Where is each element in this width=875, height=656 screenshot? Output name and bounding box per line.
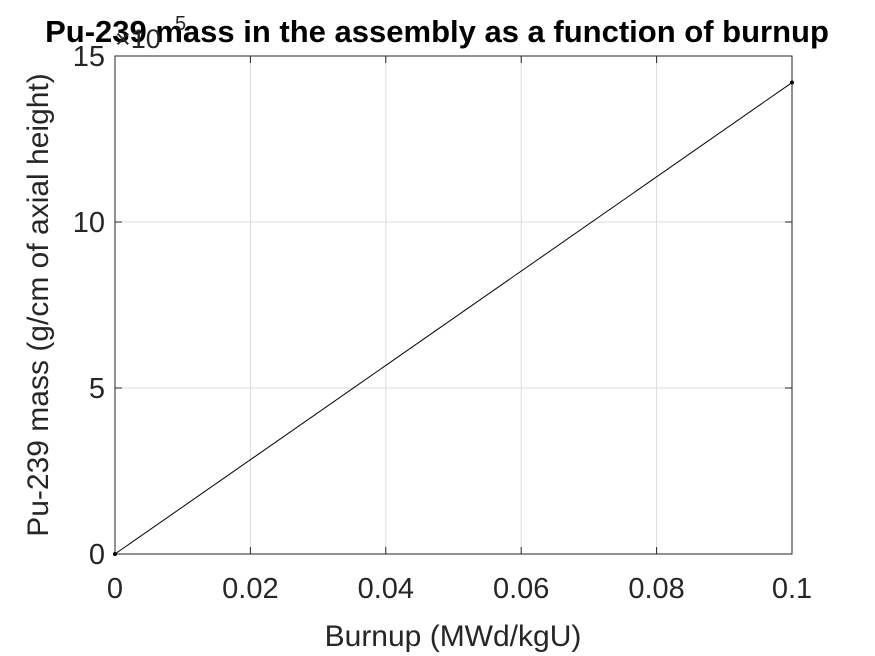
chart-title: Pu-239 mass in the assembly as a functio… [45,14,829,49]
y-tick-label: 15 [73,41,105,73]
y-exponent-label: ×10 [115,24,161,54]
x-axis-label: Burnup (MWd/kgU) [325,620,582,653]
x-tick-label: 0.06 [493,573,549,605]
y-tick-label: 5 [89,373,105,405]
data-series [113,80,794,556]
x-tick-label: 0.1 [772,573,812,605]
data-point [790,80,794,85]
y-tick-label: 10 [73,207,105,239]
series-line [114,82,793,555]
data-point [113,552,117,556]
grid-lines [114,55,793,555]
x-tick-label: 0.02 [222,573,278,605]
y-tick-label: 0 [89,539,105,571]
x-tick-label: 0 [107,573,123,605]
plot-area-frame [114,55,793,555]
x-tick-label: 0.04 [358,573,414,605]
y-axis-label: Pu-239 mass (g/cm of axial height) [22,73,55,537]
x-tick-label: 0.08 [628,573,684,605]
axis-ticks: 0 0.02 0.04 0.06 0.08 0.1 0 5 10 15 [73,41,812,605]
y-exponent-power: 5 [175,13,186,35]
